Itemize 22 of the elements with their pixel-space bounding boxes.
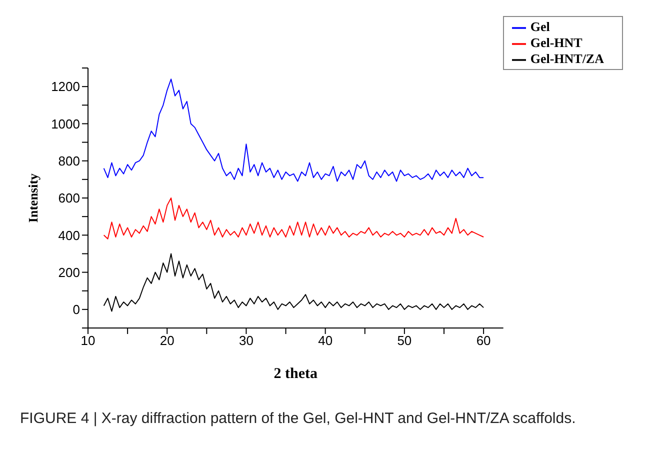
x-tick-label: 50 [397,333,412,348]
line-series [103,78,484,182]
x-tick-label: 60 [476,333,491,348]
y-tick-label: 800 [58,153,80,168]
legend-label: Gel [530,19,550,34]
line-series [103,198,484,240]
x-axis-title: 2 theta [274,366,318,382]
y-tick-label: 400 [58,228,80,243]
caption: FIGURE 4 | X-ray diffraction pattern of the Gel, Gel-HNT and Gel-HNT/ZA scaffolds. [19,409,577,429]
line-series [103,253,484,312]
y-tick-label: 0 [72,302,80,318]
legend-label: Gel-HNT [530,35,582,50]
x-tick-label: 40 [318,333,333,348]
x-tick-label: 10 [80,333,96,348]
y-axis-title: Intensity [26,172,41,223]
legend-label: Gel-HNT/ZA [530,51,604,66]
x-tick-label: 30 [238,333,254,348]
y-tick-label: 1000 [51,116,80,132]
y-tick-label: 200 [58,264,80,280]
y-tick-label: 600 [58,190,80,206]
y-tick-label: 1200 [51,79,80,94]
x-tick-label: 20 [160,333,174,348]
